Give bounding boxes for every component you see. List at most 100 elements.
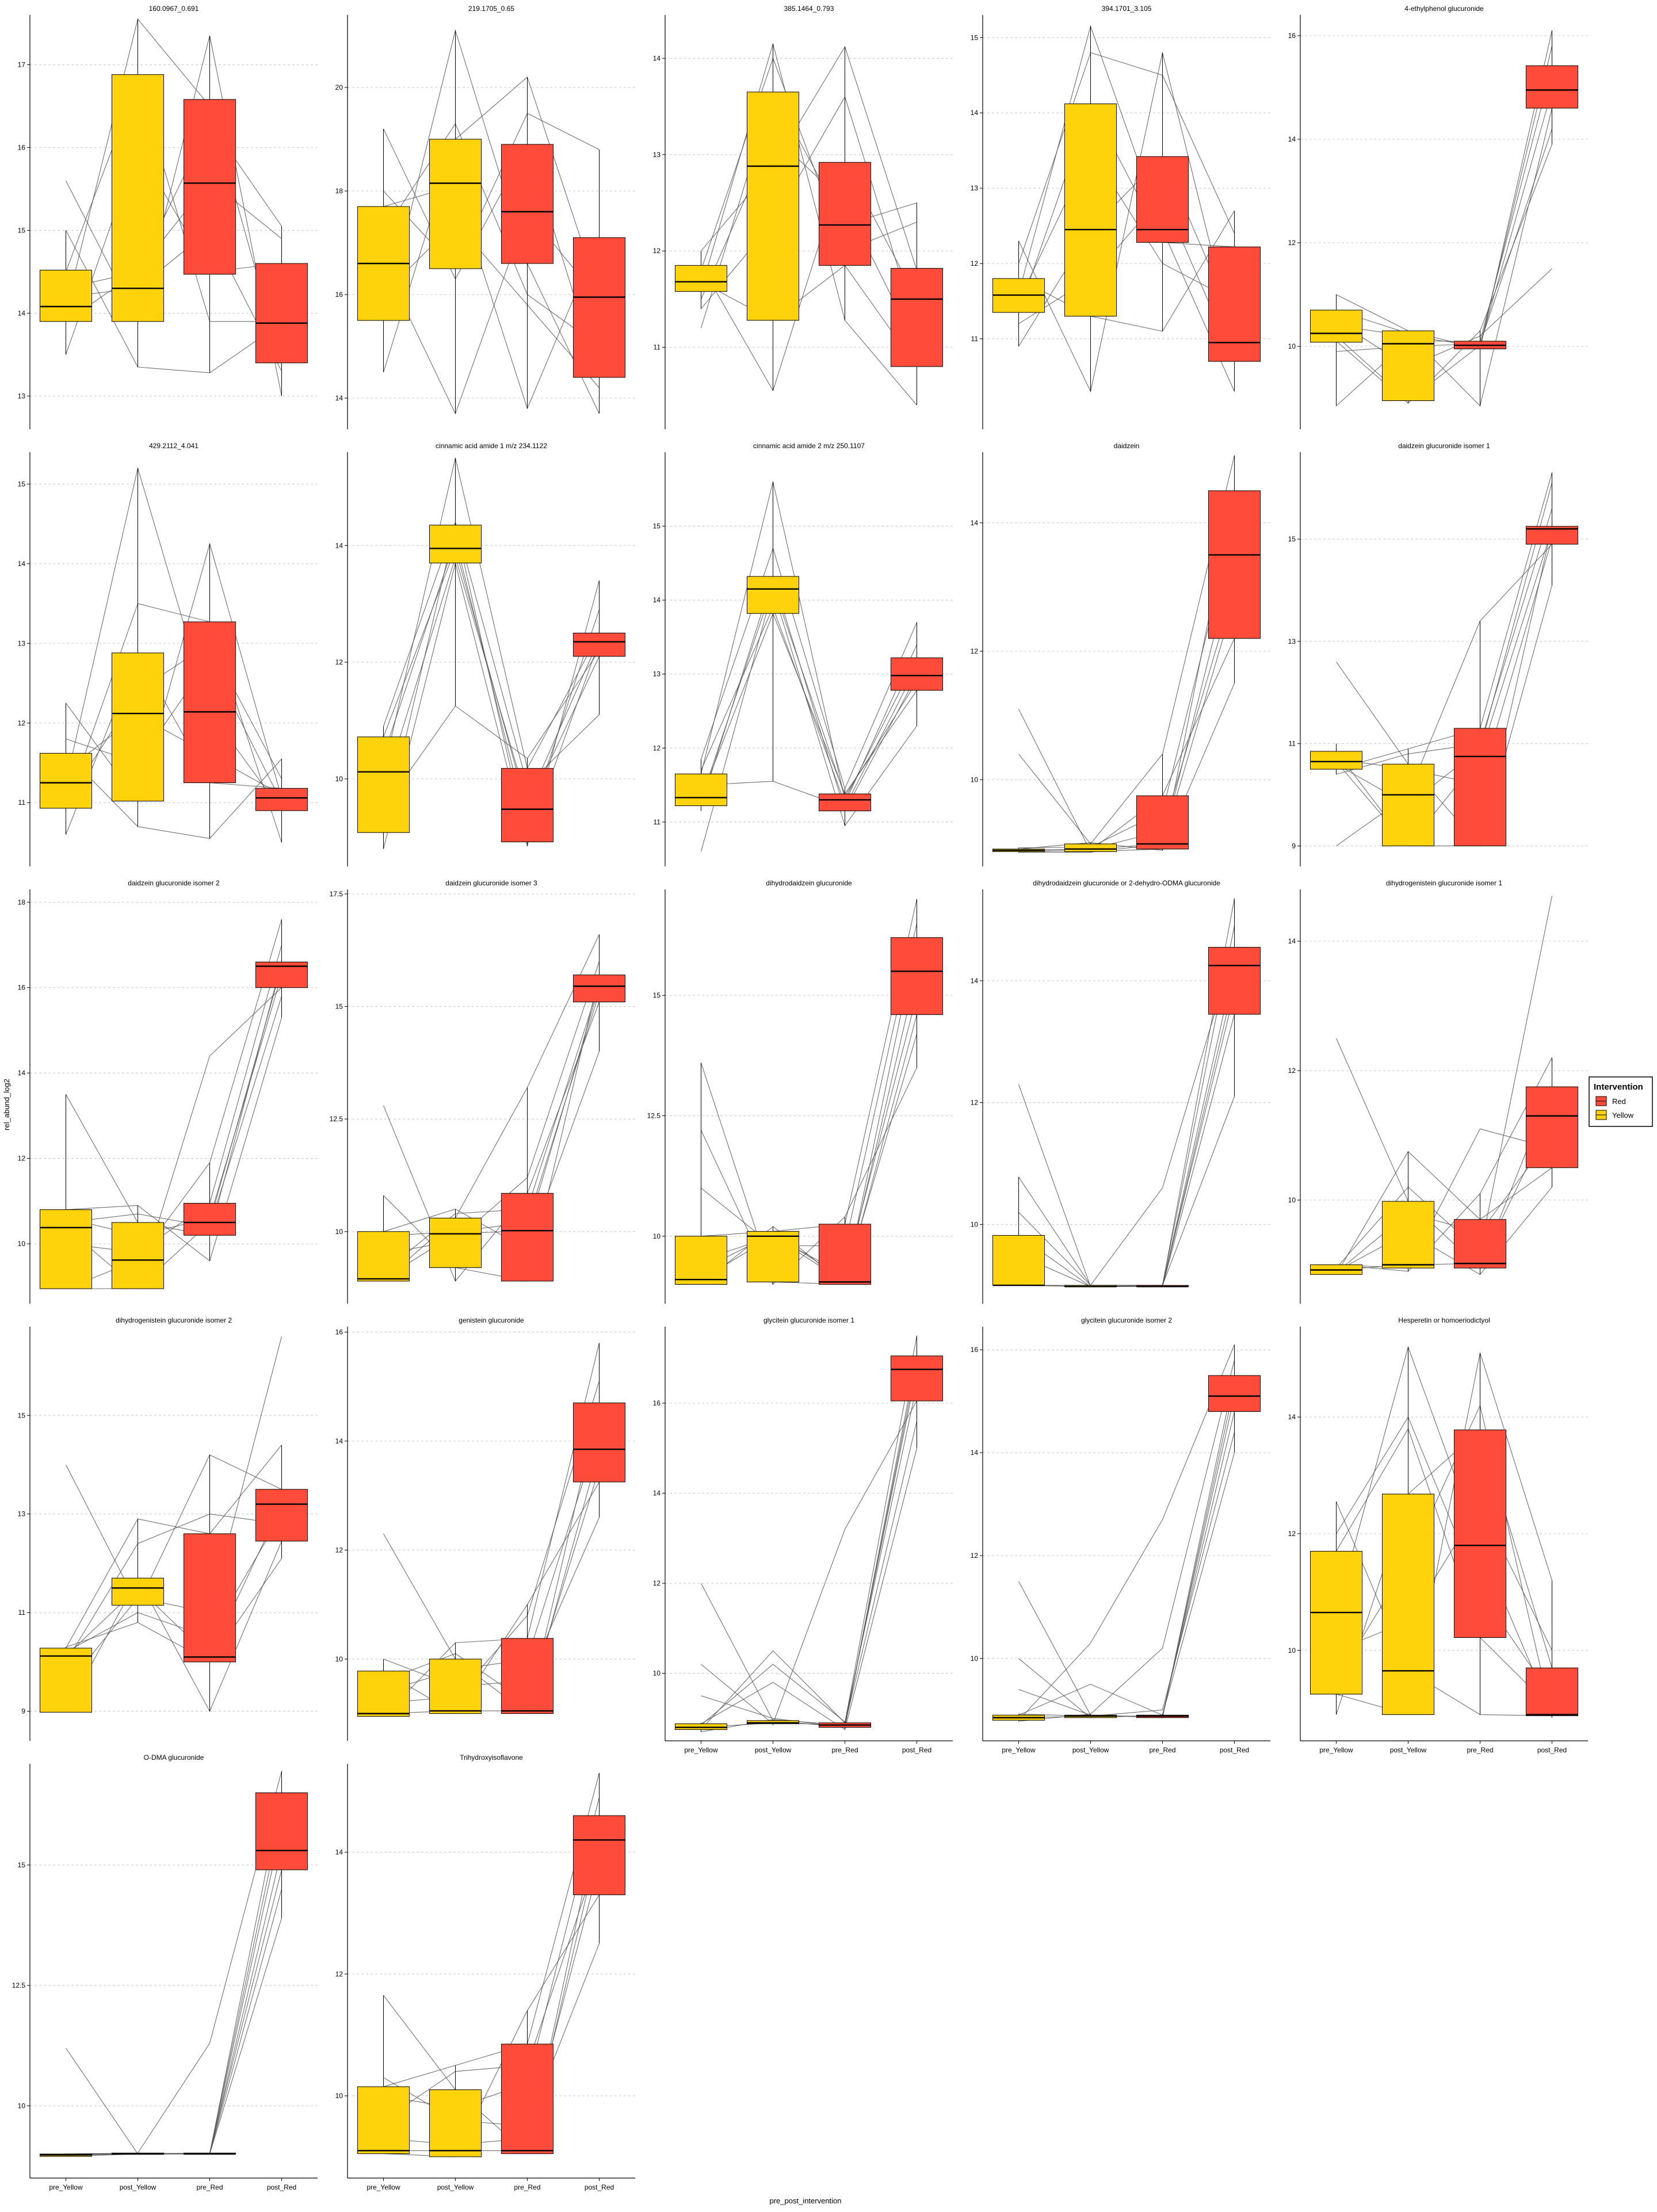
box-body: [675, 773, 727, 807]
x-tick-label: post_Red: [585, 2183, 614, 2191]
y-tick-label: 13: [18, 392, 26, 400]
box-body: [429, 1217, 482, 1268]
facet-panel: cinnamic acid amide 2 m/z 250.1107 11 12 13…: [653, 442, 953, 866]
y-tick-label: 14: [1288, 937, 1296, 945]
subject-line: [66, 122, 282, 289]
box-body: [1454, 1219, 1506, 1269]
x-tick-label: pre_Yellow: [1319, 1746, 1353, 1754]
y-tick-label: 16: [971, 1346, 979, 1354]
y-tick-label: 12: [1288, 239, 1296, 247]
y-tick-label: 12: [653, 744, 661, 752]
subject-line: [383, 113, 600, 269]
subject-line: [66, 1541, 282, 1713]
facet-panel: 385.1464_0.793 11 12 13 14: [653, 5, 953, 429]
subject-line: [700, 135, 917, 347]
subject-line: [66, 966, 282, 1289]
facet-panel: Hesperetin or homoeriodictyol 10 12 14 pre_Y…: [1288, 1316, 1588, 1754]
y-tick-label: 14: [18, 1069, 26, 1077]
box-body: [501, 768, 553, 842]
box-body: [573, 1403, 625, 1483]
subject-line: [383, 1468, 600, 1703]
subject-line: [1336, 268, 1552, 368]
subject-line: [1018, 25, 1235, 392]
y-tick-label: 15: [971, 33, 979, 41]
subject-line: [701, 1362, 918, 1728]
facet-panels: 160.0967_0.6911314151617219.1705_0.65141…: [12, 5, 1588, 2191]
panel-title: glycitein glucuronide isomer 2: [1081, 1316, 1172, 1324]
facet-panel: daidzein 10 12 14: [971, 442, 1270, 866]
subject-line: [383, 521, 600, 786]
y-tick-label: 12.5: [647, 1111, 661, 1120]
subject-line: [701, 1067, 917, 1285]
box-body: [184, 1203, 236, 1236]
subject-line: [383, 1381, 600, 1703]
subject-line: [1336, 1416, 1552, 1698]
box-body: [1382, 330, 1434, 401]
subject-line: [383, 1840, 600, 2151]
y-tick-label: 9: [21, 1707, 25, 1716]
box-body: [1382, 1493, 1434, 1715]
box-body: [429, 1659, 482, 1714]
box-body: [112, 652, 164, 801]
subject-line: [1336, 1115, 1552, 1271]
subject-line: [1336, 30, 1553, 350]
subject-line: [701, 95, 918, 328]
box-body: [1382, 1201, 1434, 1269]
subject-line: [1336, 1428, 1552, 1709]
box-body: [501, 144, 553, 264]
subject-line: [66, 1445, 282, 1649]
subject-line: [701, 45, 918, 270]
subject-line: [701, 971, 918, 1283]
box-body: [112, 1222, 164, 1289]
box-body: [1208, 1375, 1261, 1412]
subject-line: [701, 1400, 917, 1725]
subject-line: [700, 91, 917, 328]
x-tick-label: pre_Yellow: [684, 1746, 718, 1754]
legend-label-red: Red: [1612, 1097, 1626, 1106]
y-tick-label: 11: [654, 818, 661, 826]
x-tick-label: pre_Red: [1467, 1746, 1493, 1754]
box-body: [501, 1193, 553, 1282]
subject-line: [1018, 980, 1235, 1287]
subject-line: [66, 543, 282, 802]
panel-title: Trihydroxyisoflavone: [460, 1753, 523, 1762]
y-tick-label: 11: [18, 1609, 26, 1617]
subject-line: [383, 986, 600, 1279]
subject-line: [1018, 555, 1235, 851]
box-body: [675, 1236, 727, 1285]
x-tick-label: post_Yellow: [437, 2183, 474, 2191]
box-body: [1208, 490, 1261, 639]
panel-title: daidzein glucuronide isomer 2: [128, 879, 220, 887]
box-body: [255, 1792, 308, 1870]
legend-title: Intervention: [1594, 1082, 1643, 1092]
y-tick-label: 14: [18, 309, 26, 317]
y-tick-label: 12.5: [330, 1115, 343, 1123]
y-tick-label: 9: [1292, 842, 1296, 850]
subject-line: [66, 230, 282, 373]
panel-title: O-DMA glucuronide: [144, 1753, 204, 1762]
y-tick-label: 15: [653, 522, 661, 530]
y-tick-label: 10: [335, 775, 343, 783]
subject-line: [1018, 52, 1235, 264]
x-tick-label: pre_Yellow: [49, 2183, 83, 2191]
subject-line: [1336, 1504, 1552, 1651]
subject-line: [66, 1812, 282, 2156]
box-body: [1526, 1086, 1578, 1168]
box-body: [1310, 751, 1362, 770]
facet-panel: dihydrogenistein glucuronide isomer 1 10 1…: [1288, 879, 1588, 1304]
box-body: [429, 139, 482, 269]
y-tick-label: 12: [1288, 1530, 1296, 1538]
y-tick-label: 16: [18, 143, 26, 151]
subject-line: [700, 575, 917, 812]
subject-line: [383, 128, 600, 378]
subject-line: [66, 1889, 282, 2154]
y-tick-label: 10: [1288, 342, 1296, 350]
subject-line: [383, 211, 600, 415]
y-tick-label: 15: [1288, 535, 1296, 543]
subject-line: [700, 547, 918, 790]
y-tick-label: 10: [971, 1220, 979, 1228]
subject-line: [1018, 947, 1235, 1286]
y-tick-label: 14: [1288, 1413, 1296, 1421]
box-body: [40, 1209, 92, 1289]
facet-panel: 160.0967_0.691 13 14 15 16 17: [18, 5, 318, 429]
